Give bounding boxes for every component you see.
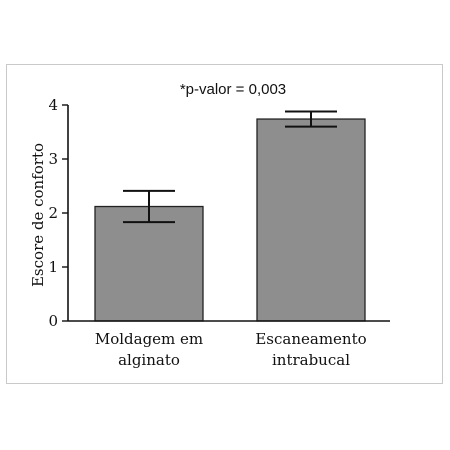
bar-1 xyxy=(94,205,204,322)
x-tick-label-2-line-2: intrabucal xyxy=(272,351,350,369)
y-tick-label-2: 2 xyxy=(48,204,58,222)
y-tick-label-4: 4 xyxy=(48,96,58,114)
x-tick-label-2-line-1: Escaneamento xyxy=(255,330,366,348)
y-ticks-layer: 0 1 2 3 4 xyxy=(48,96,68,330)
y-tick-label-1: 1 xyxy=(48,258,58,276)
y-tick-label-0: 0 xyxy=(48,312,58,330)
p-value-annotation: *p-valor = 0,003 xyxy=(180,81,286,98)
bars-layer xyxy=(94,118,366,322)
bar-2 xyxy=(256,118,366,322)
x-tick-label-1-line-2: alginato xyxy=(118,351,180,369)
x-labels-layer: Moldagem em alginato Escaneamento intrabuca… xyxy=(95,330,367,369)
error-bars-layer xyxy=(123,110,337,224)
y-tick-label-3: 3 xyxy=(48,150,58,168)
x-tick-label-1-line-1: Moldagem em xyxy=(95,330,203,348)
chart-frame xyxy=(6,64,443,384)
y-axis-label: Escore de conforto xyxy=(29,143,47,287)
